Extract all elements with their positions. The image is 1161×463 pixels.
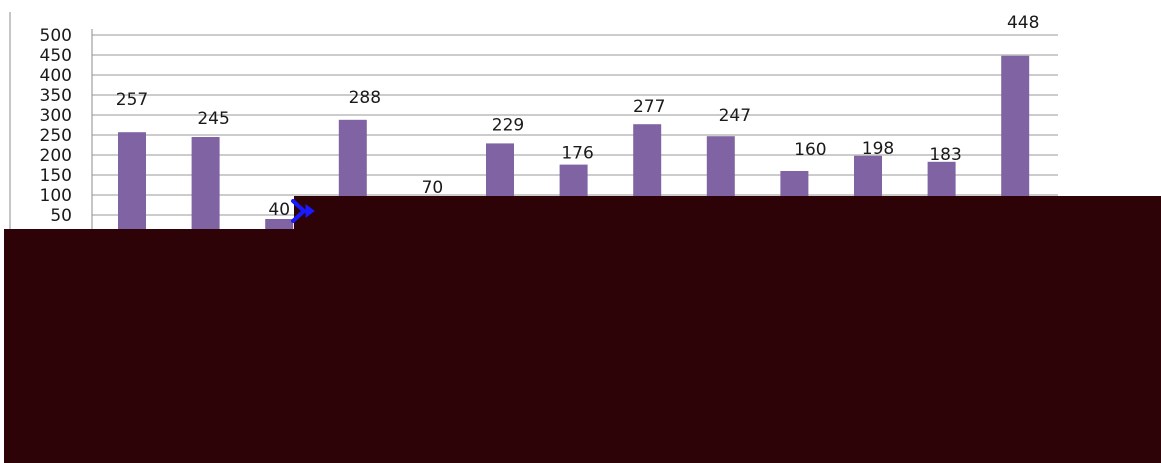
y-tick-label: 400	[40, 66, 72, 86]
data-label: 70	[422, 178, 444, 198]
dark-overlay-top	[294, 196, 1161, 232]
bar	[191, 137, 220, 235]
y-tick-label: 50	[50, 206, 72, 226]
y-tick-label: 300	[40, 106, 72, 126]
y-tick-label: 100	[40, 186, 72, 206]
arrow-cursor-icon	[291, 199, 315, 223]
data-label: 277	[633, 97, 665, 117]
data-label: 198	[862, 139, 894, 159]
dark-overlay-bottom	[4, 229, 1161, 463]
data-label: 183	[929, 145, 961, 165]
data-label: 229	[492, 115, 524, 135]
data-label: 448	[1007, 13, 1039, 33]
y-tick-label: 450	[40, 46, 72, 66]
data-label: 288	[349, 88, 381, 108]
y-tick-label: 350	[40, 86, 72, 106]
data-label: 40	[268, 200, 290, 220]
y-tick-label: 200	[40, 146, 72, 166]
data-labels: 257 245 40 288 70 229 176 277 247 160 198 183 448	[116, 13, 1040, 220]
y-tick-label: 250	[40, 126, 72, 146]
bar	[118, 132, 146, 235]
data-label: 257	[116, 90, 148, 110]
y-tick-label: 150	[40, 166, 72, 186]
data-label: 176	[561, 144, 593, 164]
data-label: 245	[197, 109, 229, 129]
data-label: 247	[719, 106, 751, 126]
y-tick-label: 500	[40, 26, 72, 46]
data-label: 160	[794, 140, 826, 160]
